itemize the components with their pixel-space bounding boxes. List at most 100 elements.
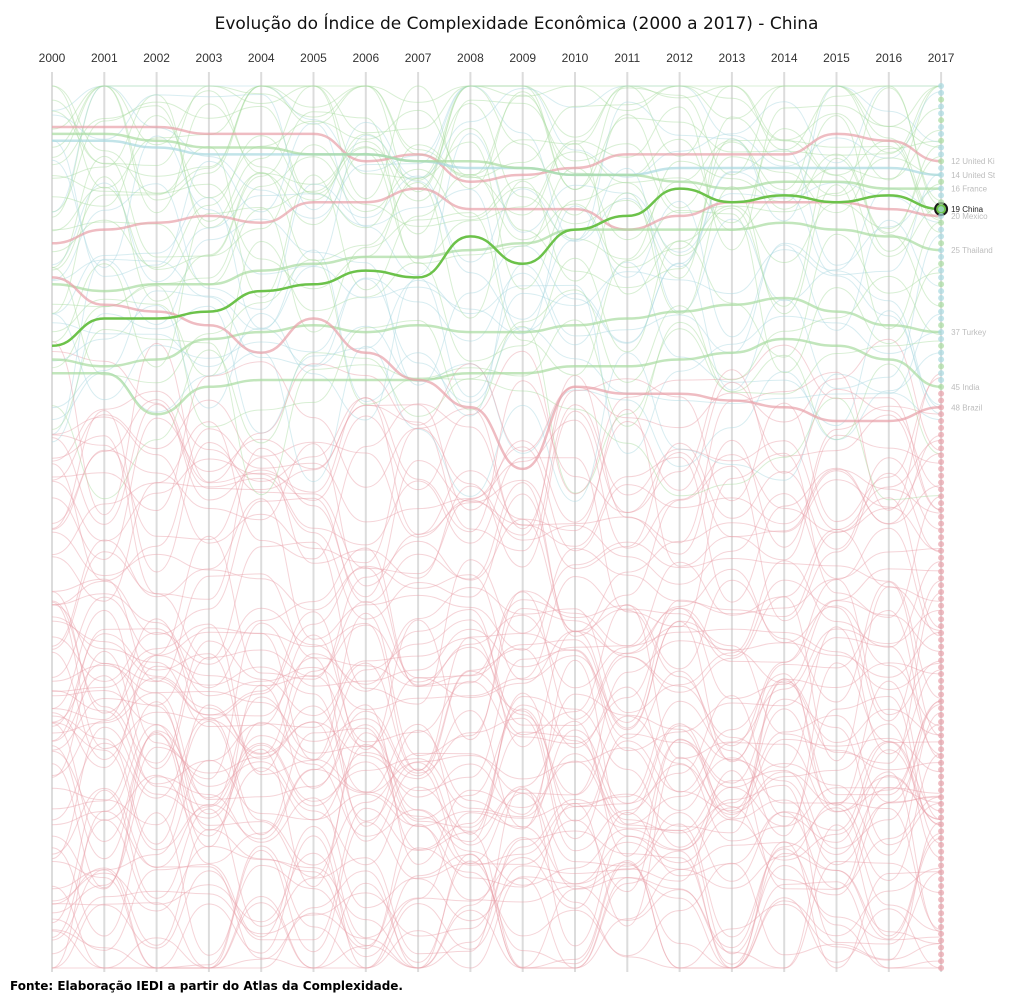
background-line [51,684,942,852]
end-dot [938,144,945,151]
end-dot [938,759,945,766]
background-line [51,381,942,525]
background-line [51,497,942,651]
end-dot [938,691,945,698]
end-dot [938,951,945,958]
background-line [51,171,942,330]
background-line [51,170,942,344]
end-label-china: 19 China [951,205,984,214]
chart-title: Evolução do Índice de Complexidade Econô… [214,14,819,34]
background-line [51,371,942,544]
end-dot [938,664,945,671]
end-dot [938,370,945,377]
end-dot [938,575,945,582]
end-dot [938,547,945,554]
background-line [51,619,942,776]
background-line [51,850,942,969]
background-line [51,796,942,951]
end-dot [938,609,945,616]
background-line [51,664,942,834]
background-line [51,419,942,582]
end-dot [938,486,945,493]
background-line [51,715,942,866]
year-label-2004: 2004 [248,51,275,65]
end-dot [938,882,945,889]
end-label-france: 16 France [951,185,988,194]
background-line [51,624,942,796]
background-line [51,85,942,194]
background-line [51,819,942,969]
series-line-india [52,337,942,416]
end-dot [938,452,945,459]
background-line [51,651,942,822]
end-dot [938,766,945,773]
end-dot [938,903,945,910]
background-line [51,410,942,568]
end-dot [938,281,945,288]
year-label-2005: 2005 [300,51,327,65]
background-line [51,85,942,211]
end-dot [938,814,945,821]
end-label-thailand: 25 Thailand [951,246,993,255]
background-line [51,695,942,843]
end-dot [938,616,945,623]
end-dot [938,650,945,657]
end-dot [938,623,945,630]
background-line [51,242,942,417]
background-line [51,823,942,969]
end-dot [938,479,945,486]
background-line [51,369,942,533]
end-dot [938,411,945,418]
background-line [51,85,942,235]
background-line [51,721,942,886]
end-dot [938,117,945,124]
background-line [51,345,942,502]
year-label-2016: 2016 [875,51,902,65]
end-dot [938,746,945,753]
end-dot [938,944,945,951]
background-line [51,403,942,560]
background-line [51,258,942,427]
end-dot [938,260,945,267]
series-line-turkey [51,296,942,368]
end-dot [938,124,945,131]
background-line [51,325,942,500]
end-dot [938,247,945,254]
series-line-united-kingdom [52,125,942,183]
end-dot [938,342,945,349]
series-line-thailand [51,221,942,293]
background-line [51,435,942,603]
background-line [51,770,942,914]
end-dot [938,671,945,677]
end-dot [938,855,945,862]
end-dot [938,472,945,479]
end-dot [938,917,945,924]
background-line [51,657,942,830]
end-dot [938,219,945,226]
background-line [51,134,942,275]
end-dot [938,794,945,801]
end-dot [938,404,945,411]
background-line [51,410,942,575]
end-dot [938,294,945,301]
background-line [51,722,942,878]
end-dot [938,465,945,472]
end-dot [938,876,945,883]
background-line [51,807,942,969]
end-dot [938,424,945,431]
end-dot [938,418,945,425]
end-label-brazil: 48 Brazil [951,403,982,412]
year-axis-layer: 2000 2001 2002 2003 2004 2005 2006 2007 2008 2009… [39,51,955,65]
end-dot [938,513,945,520]
end-dot [938,322,945,329]
end-dot [938,629,945,636]
background-line [51,344,942,511]
background-line [51,784,942,955]
background-line [51,206,942,376]
year-label-2001: 2001 [91,51,118,65]
year-label-2008: 2008 [457,51,484,65]
year-label-2000: 2000 [39,51,66,65]
end-dot [938,787,945,794]
year-label-2017: 2017 [928,51,955,65]
background-line [51,568,942,747]
